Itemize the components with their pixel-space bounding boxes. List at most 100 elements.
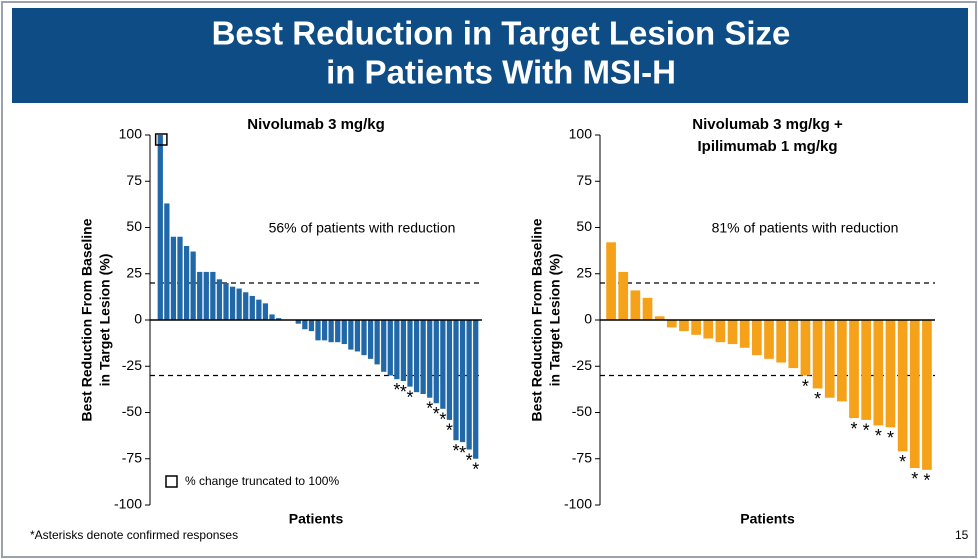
y-tick-label: -50 (122, 403, 142, 419)
bar (630, 290, 641, 320)
bar (751, 320, 762, 356)
bar (715, 320, 726, 343)
bar (420, 320, 426, 394)
y-tick-label: -25 (122, 357, 142, 373)
footnote: *Asterisks denote confirmed responses (30, 528, 238, 542)
header-title: Best Reduction in Target Lesion Size (212, 15, 791, 52)
bar (387, 320, 393, 376)
y-tick-label: 75 (576, 172, 592, 188)
bar (256, 299, 262, 320)
bar (413, 320, 420, 393)
y-axis-label: Best Reduction From Baseline (79, 218, 95, 421)
bar (885, 320, 896, 428)
bar (727, 320, 738, 345)
confirmed-marker: * (393, 380, 400, 400)
bar (335, 320, 341, 343)
bar (606, 242, 616, 320)
bar (243, 292, 249, 320)
y-axis-label: Best Reduction From Baseline (529, 218, 545, 421)
y-tick-label: 50 (126, 218, 142, 234)
bar (776, 320, 787, 363)
bar (190, 251, 196, 320)
y-tick-label: -75 (122, 449, 142, 465)
confirmed-marker: * (472, 460, 479, 480)
bar (361, 320, 367, 356)
bar (229, 286, 236, 320)
confirmed-marker: * (426, 398, 433, 418)
chart-title: Nivolumab 3 mg/kg (247, 116, 385, 133)
y-axis-label: in Target Lesion (%) (547, 254, 563, 387)
x-axis-label: Patients (289, 511, 344, 527)
bar (764, 320, 774, 359)
bar (837, 320, 847, 402)
confirmed-marker: * (452, 441, 459, 461)
bar (739, 320, 750, 348)
bar (367, 320, 374, 359)
bar (374, 320, 380, 365)
bar (328, 320, 334, 343)
bar (302, 320, 308, 330)
y-tick-label: 25 (126, 264, 142, 280)
bar (679, 320, 689, 332)
bar (861, 320, 872, 420)
confirmed-marker: * (899, 452, 906, 472)
bar (703, 320, 714, 339)
bar (177, 236, 183, 320)
chart-title: Nivolumab 3 mg/kg + (692, 116, 843, 133)
header-band (12, 8, 968, 103)
bar (666, 320, 677, 328)
confirmed-marker: * (439, 410, 446, 430)
y-tick-label: 0 (134, 311, 142, 327)
bar (249, 295, 255, 320)
y-tick-label: -75 (572, 449, 592, 465)
legend-note: % change truncated to 100% (185, 474, 339, 488)
chart-title: Ipilimumab 1 mg/kg (697, 138, 837, 155)
y-tick-label: 100 (569, 126, 593, 142)
bar (440, 320, 446, 409)
bar (381, 320, 387, 372)
confirmed-marker: * (911, 469, 918, 489)
bar (922, 320, 932, 470)
bar (433, 320, 439, 404)
bar (446, 320, 453, 420)
x-axis-label: Patients (740, 511, 795, 527)
bar (236, 288, 242, 320)
bar (269, 314, 275, 320)
confirmed-marker: * (466, 450, 473, 470)
page-number: 15 (955, 528, 969, 542)
bar (618, 271, 629, 320)
bar (897, 320, 908, 452)
header-title: in Patients With MSI-H (326, 54, 676, 91)
bar (909, 320, 920, 468)
bar (691, 320, 701, 335)
bar (453, 320, 459, 441)
bar (197, 271, 203, 320)
bar (354, 320, 361, 352)
y-tick-label: 25 (576, 264, 592, 280)
bar (170, 236, 177, 320)
bar (183, 246, 190, 320)
bar (788, 320, 799, 369)
confirmed-marker: * (851, 419, 858, 439)
legend-box (165, 475, 178, 488)
y-tick-label: 100 (119, 126, 143, 142)
y-axis-label: in Target Lesion (%) (97, 254, 113, 387)
y-tick-label: 50 (576, 218, 592, 234)
bar (203, 271, 209, 320)
y-tick-label: -25 (572, 357, 592, 373)
bar (210, 271, 216, 320)
bar (849, 320, 859, 419)
bar (642, 297, 653, 320)
confirmed-marker: * (887, 428, 894, 448)
confirmed-marker: * (814, 389, 821, 409)
bar (400, 320, 407, 382)
truncation-box (154, 133, 168, 146)
confirmed-marker: * (406, 387, 413, 407)
confirmed-marker: * (802, 376, 809, 396)
confirmed-marker: * (863, 421, 870, 441)
bar (348, 320, 354, 350)
bar (407, 320, 413, 387)
